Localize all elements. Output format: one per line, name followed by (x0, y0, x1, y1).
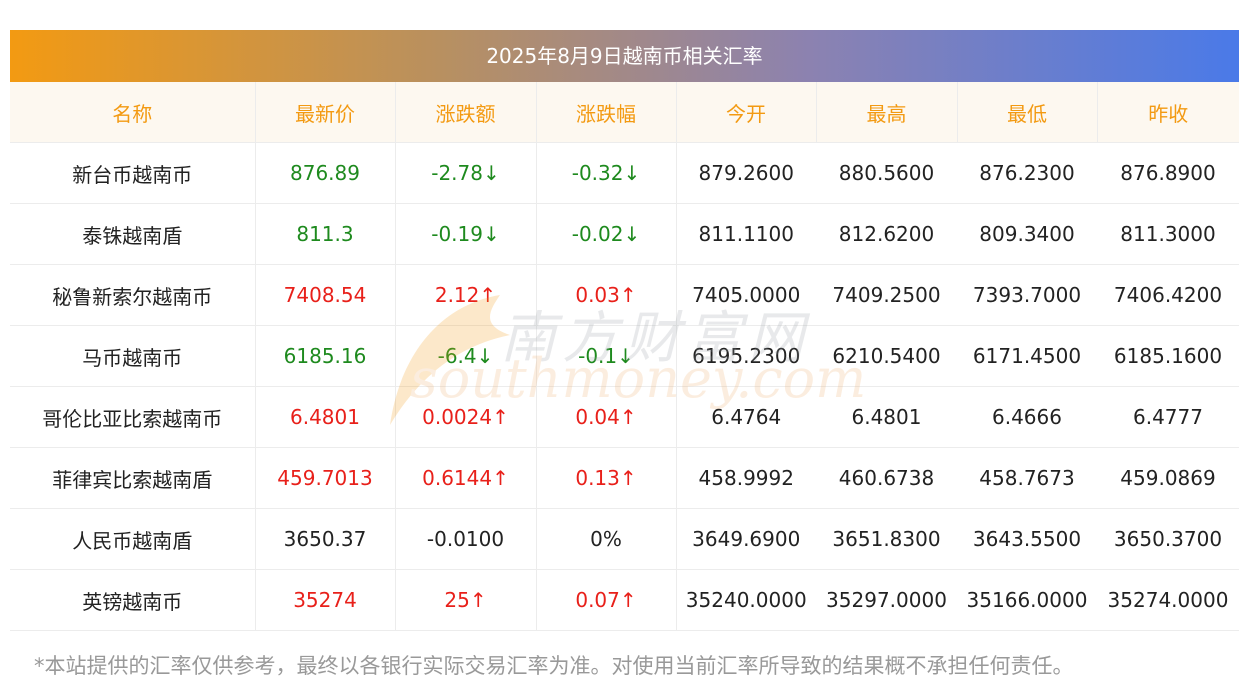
cell-change-pct: 0.13↑ (536, 447, 677, 509)
cell-high: 6210.5400 (816, 325, 957, 387)
cell-change: 2.12↑ (395, 264, 537, 326)
cell-low: 35166.0000 (957, 569, 1097, 631)
cell-change-pct: 0.03↑ (536, 264, 677, 326)
cell-name: 哥伦比亚比索越南币 (10, 386, 256, 448)
cell-change: -0.0100 (395, 508, 537, 570)
cell-prev-close: 3650.3700 (1097, 508, 1239, 570)
cell-change: -6.4↓ (395, 325, 537, 387)
cell-prev-close: 7406.4200 (1097, 264, 1239, 326)
cell-prev-close: 459.0869 (1097, 447, 1239, 509)
cell-change: 0.0024↑ (395, 386, 537, 448)
disclaimer-footnote: *本站提供的汇率仅供参考，最终以各银行实际交易汇率为准。对使用当前汇率所导致的结… (34, 654, 1074, 678)
cell-high: 880.5600 (816, 142, 957, 204)
table-header-row: 名称 最新价 涨跌额 涨跌幅 今开 最高 最低 昨收 (10, 82, 1239, 143)
cell-open: 7405.0000 (676, 264, 816, 326)
cell-latest: 811.3 (255, 203, 396, 265)
header-change: 涨跌额 (395, 82, 537, 143)
table-title: 2025年8月9日越南币相关汇率 (10, 30, 1239, 82)
cell-low: 6.4666 (957, 386, 1097, 448)
cell-open: 458.9992 (676, 447, 816, 509)
cell-open: 811.1100 (676, 203, 816, 265)
cell-latest: 7408.54 (255, 264, 396, 326)
table-row: 秘鲁新索尔越南币 7408.54 2.12↑ 0.03↑ 7405.0000 7409.2… (10, 264, 1239, 326)
table-row: 菲律宾比索越南盾 459.7013 0.6144↑ 0.13↑ 458.9992 460.… (10, 447, 1239, 509)
cell-low: 3643.5500 (957, 508, 1097, 570)
cell-latest: 876.89 (255, 142, 396, 204)
cell-name: 秘鲁新索尔越南币 (10, 264, 256, 326)
rate-table-container: 2025年8月9日越南币相关汇率 名称 最新价 涨跌额 涨跌幅 今开 最高 最低… (10, 30, 1239, 631)
cell-change-pct: -0.32↓ (536, 142, 677, 204)
cell-change: -0.19↓ (395, 203, 537, 265)
cell-prev-close: 876.8900 (1097, 142, 1239, 204)
cell-name: 菲律宾比索越南盾 (10, 447, 256, 509)
cell-name: 人民币越南盾 (10, 508, 256, 570)
cell-name: 马币越南币 (10, 325, 256, 387)
cell-low: 876.2300 (957, 142, 1097, 204)
cell-high: 35297.0000 (816, 569, 957, 631)
cell-name: 新台币越南币 (10, 142, 256, 204)
cell-open: 3649.6900 (676, 508, 816, 570)
table-row: 哥伦比亚比索越南币 6.4801 0.0024↑ 0.04↑ 6.4764 6.4801 6… (10, 386, 1239, 448)
cell-open: 6.4764 (676, 386, 816, 448)
cell-low: 458.7673 (957, 447, 1097, 509)
cell-latest: 3650.37 (255, 508, 396, 570)
cell-open: 6195.2300 (676, 325, 816, 387)
cell-change-pct: 0% (536, 508, 677, 570)
cell-change-pct: 0.07↑ (536, 569, 677, 631)
table-row: 新台币越南币 876.89 -2.78↓ -0.32↓ 879.2600 880.5600… (10, 142, 1239, 204)
cell-name: 英镑越南币 (10, 569, 256, 631)
cell-change-pct: -0.02↓ (536, 203, 677, 265)
table-row: 马币越南币 6185.16 -6.4↓ -0.1↓ 6195.2300 6210.5400… (10, 325, 1239, 387)
cell-prev-close: 811.3000 (1097, 203, 1239, 265)
cell-change: -2.78↓ (395, 142, 537, 204)
cell-open: 35240.0000 (676, 569, 816, 631)
cell-low: 809.3400 (957, 203, 1097, 265)
header-prev-close: 昨收 (1097, 82, 1239, 143)
cell-high: 3651.8300 (816, 508, 957, 570)
cell-prev-close: 6185.1600 (1097, 325, 1239, 387)
cell-latest: 459.7013 (255, 447, 396, 509)
cell-high: 6.4801 (816, 386, 957, 448)
cell-high: 812.6200 (816, 203, 957, 265)
header-low: 最低 (957, 82, 1098, 143)
cell-latest: 6.4801 (255, 386, 396, 448)
cell-change: 25↑ (395, 569, 537, 631)
header-latest: 最新价 (255, 82, 396, 143)
cell-change-pct: 0.04↑ (536, 386, 677, 448)
cell-open: 879.2600 (676, 142, 816, 204)
table-row: 英镑越南币 35274 25↑ 0.07↑ 35240.0000 35297.0000 35… (10, 569, 1239, 631)
cell-name: 泰铢越南盾 (10, 203, 256, 265)
header-high: 最高 (816, 82, 958, 143)
cell-prev-close: 35274.0000 (1097, 569, 1239, 631)
cell-change-pct: -0.1↓ (536, 325, 677, 387)
exchange-rate-table: 名称 最新价 涨跌额 涨跌幅 今开 最高 最低 昨收 新台币越南币 876.89-… (10, 82, 1239, 631)
cell-prev-close: 6.4777 (1097, 386, 1239, 448)
table-row: 泰铢越南盾 811.3 -0.19↓ -0.02↓ 811.1100 812.6200 80… (10, 203, 1239, 265)
cell-latest: 35274 (255, 569, 396, 631)
cell-low: 7393.7000 (957, 264, 1097, 326)
header-open: 今开 (676, 82, 817, 143)
cell-high: 460.6738 (816, 447, 957, 509)
cell-low: 6171.4500 (957, 325, 1097, 387)
cell-high: 7409.2500 (816, 264, 957, 326)
cell-change: 0.6144↑ (395, 447, 537, 509)
header-name: 名称 (10, 82, 256, 143)
table-row: 人民币越南盾 3650.37 -0.0100 0% 3649.6900 3651.8300… (10, 508, 1239, 570)
header-change-pct: 涨跌幅 (536, 82, 677, 143)
cell-latest: 6185.16 (255, 325, 396, 387)
